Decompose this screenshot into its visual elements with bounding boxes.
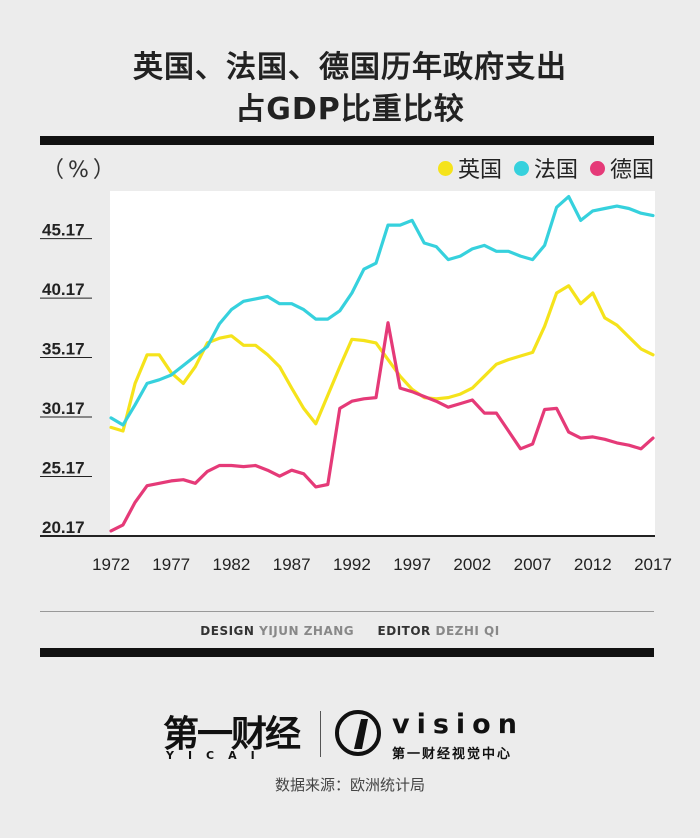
- y-tick-label: 35.17: [42, 340, 85, 359]
- x-tick-label: 2012: [574, 555, 612, 574]
- vision-logo-text: vision: [392, 709, 524, 740]
- design-name: YIJUN ZHANG: [259, 624, 355, 638]
- logo-separator: [320, 711, 321, 757]
- x-axis: 1972 1977 1982 1987 1992 1997 2002 2007 2012 2017: [40, 535, 672, 574]
- series-line-fr: [109, 195, 655, 427]
- y-tick-label: 25.17: [42, 459, 85, 478]
- vision-logo-subtitle: 第一财经视觉中心: [392, 747, 513, 762]
- page-title: 英国、法国、德国历年政府支出: [133, 50, 567, 85]
- legend-label-de: 德国: [609, 158, 654, 183]
- y-tick-label: 30.17: [42, 399, 85, 418]
- x-tick-label: 2007: [514, 555, 552, 574]
- legend-item-fr: 法国: [513, 152, 578, 184]
- x-tick-label: 1997: [393, 555, 431, 574]
- x-tick-label: 1972: [92, 555, 130, 574]
- series-line-de: [109, 321, 655, 533]
- footer-thin-divider: [40, 611, 654, 612]
- page-subtitle: 占GDP比重比较: [235, 92, 465, 127]
- legend-item-de: 德国: [589, 152, 654, 184]
- y-axis: 20.17 25.17 30.17 35.17 40.17 45.17: [40, 221, 92, 537]
- editor-label: EDITOR: [377, 624, 431, 638]
- y-tick-label: 45.17: [42, 221, 85, 240]
- legend-label-fr: 法国: [533, 158, 578, 183]
- chart-legend: 英国 法国 德国: [426, 152, 654, 184]
- top-divider-bar: [40, 136, 654, 145]
- y-tick-label: 40.17: [42, 280, 85, 299]
- x-tick-label: 1987: [273, 555, 311, 574]
- x-tick-label: 2002: [453, 555, 491, 574]
- legend-dot-fr: [513, 160, 529, 176]
- data-source: 数据来源：欧洲统计局: [274, 776, 425, 794]
- unit-label: （%）: [42, 158, 119, 183]
- x-tick-label: 1977: [152, 555, 190, 574]
- legend-item-uk: 英国: [437, 152, 502, 184]
- credits: DESIGN YIJUN ZHANG EDITOR DEZHI QI: [0, 624, 700, 638]
- x-tick-label: 1992: [333, 555, 371, 574]
- legend-dot-uk: [437, 160, 453, 176]
- yicai-logo-en: YICAI: [166, 749, 269, 762]
- editor-name: DEZHI QI: [435, 624, 500, 638]
- series-lines: [109, 195, 655, 533]
- y-tick-label: 20.17: [42, 518, 85, 537]
- design-label: DESIGN: [200, 624, 255, 638]
- x-tick-label: 2017: [634, 555, 672, 574]
- yicai-logo: 第一财经: [163, 714, 301, 755]
- logo-area: 第一财经 YICAI vision 第一财经视觉中心: [0, 705, 700, 765]
- bottom-divider-bar: [40, 648, 654, 657]
- legend-dot-de: [589, 160, 605, 176]
- vision-logo-icon: [335, 710, 381, 756]
- legend-label-uk: 英国: [457, 158, 502, 183]
- x-tick-label: 1982: [213, 555, 251, 574]
